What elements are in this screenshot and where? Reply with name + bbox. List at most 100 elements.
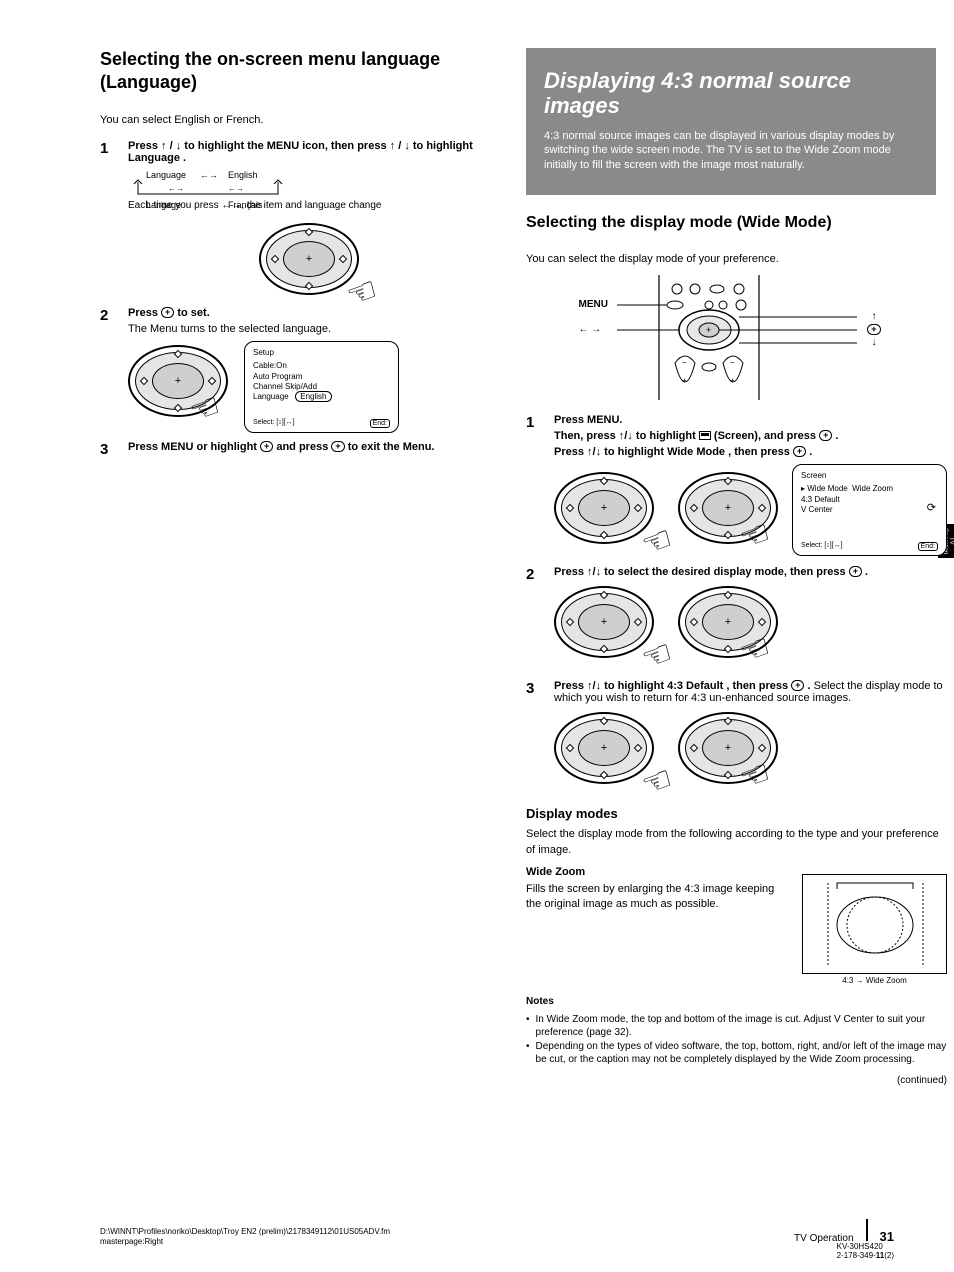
t: Wide Mode <box>667 446 725 458</box>
feature-title: Displaying 4:3 normal source images <box>544 68 918 119</box>
t: to select the desired display mode, then… <box>604 566 849 578</box>
t: . <box>835 430 838 442</box>
t: Press <box>128 307 161 319</box>
tv-item: 4:3 Default <box>801 495 938 505</box>
remote-oval: + ☜ <box>554 472 654 544</box>
remote-oval: + ☜ <box>678 472 778 544</box>
t: and press <box>276 441 331 453</box>
remote-diagram: + − + − + MENU ← → <box>617 275 857 400</box>
t: / <box>398 140 401 152</box>
tv-preview: Setup Cable:On Auto Program Channel Skip… <box>244 341 399 433</box>
svg-text:+: + <box>682 376 687 385</box>
t: . <box>808 680 811 692</box>
feature-body: 4:3 normal source images can be displaye… <box>544 129 918 174</box>
masterpage: masterpage:Right <box>100 1237 163 1246</box>
t: Press <box>554 446 587 458</box>
arrow-up-icon: ↑ <box>587 680 593 692</box>
label-plus: + <box>867 324 880 336</box>
left-step2-num: 2 <box>100 307 118 324</box>
tv-footer-right: End: <box>370 419 390 428</box>
screen-icon <box>699 431 711 440</box>
svg-text:+: + <box>730 376 735 385</box>
svg-text:Français: Français <box>228 200 263 210</box>
left-title: Selecting the on-screen menu language (L… <box>100 48 490 95</box>
remote-oval: + ☜ <box>128 345 228 417</box>
left-step1-num: 1 <box>100 140 118 157</box>
arrow-down-icon: ↓ <box>627 430 633 442</box>
svg-text:−: − <box>682 358 687 367</box>
feature-box: Displaying 4:3 normal source images 4:3 … <box>526 48 936 195</box>
left-intro: You can select English or French. <box>100 113 490 128</box>
svg-text:←→: ←→ <box>228 184 244 193</box>
arrow-up-icon: ↑ <box>390 140 396 152</box>
remote-oval: + ☜ <box>678 712 778 784</box>
t: to highlight <box>413 140 473 152</box>
svg-text:←→: ←→ <box>200 170 218 180</box>
plus-icon: + <box>161 307 174 318</box>
tv-preview: Screen ▸ Wide Mode Wide Zoom 4:3 Default… <box>792 464 947 556</box>
svg-text:−: − <box>730 358 735 367</box>
arrow-down-icon: ↓ <box>176 140 182 152</box>
wide-zoom-body: Fills the screen by enlarging the 4:3 im… <box>526 882 782 913</box>
t: Press MENU. <box>554 414 622 426</box>
arrow-down-icon: ↓ <box>596 680 602 692</box>
t: Language <box>128 152 180 164</box>
notes-title: Notes <box>526 995 947 1009</box>
aspect-4-3: 4:3 <box>842 976 853 985</box>
arrow-down-icon: ↓ <box>596 446 602 458</box>
modes-title: Display modes <box>526 806 947 821</box>
remote-oval: + ☜ <box>678 586 778 658</box>
right-subtitle: Selecting the display mode (Wide Mode) <box>526 213 947 234</box>
t: , then press <box>728 446 793 458</box>
plus-icon: + <box>791 680 804 691</box>
page-footer: TV Operation 31 <box>794 1219 894 1244</box>
t: / <box>170 140 173 152</box>
plus-icon: + <box>331 441 344 452</box>
wide-zoom-title: Wide Zoom <box>526 866 782 878</box>
t: to highlight <box>636 430 699 442</box>
t: 4:3 Default <box>667 680 723 692</box>
tv-item: Auto Program <box>253 372 390 382</box>
r-step1-num: 1 <box>526 414 544 431</box>
t: Press <box>554 566 587 578</box>
t: . <box>809 446 812 458</box>
plus-icon: + <box>260 441 273 452</box>
arrow-up-icon: ↑ <box>161 140 167 152</box>
arrow-down-icon: ↓ <box>596 566 602 578</box>
label-down: ↓ <box>872 337 877 348</box>
t: to highlight <box>604 680 667 692</box>
arrow-up-icon: ↑ <box>587 446 593 458</box>
svg-text:Language: Language <box>146 170 186 180</box>
label-arrows: ← → <box>579 324 602 335</box>
label-menu: MENU <box>579 299 608 310</box>
t: to highlight <box>604 446 667 458</box>
arrow-down-icon: ↓ <box>404 140 410 152</box>
svg-text:←→: ←→ <box>168 184 184 193</box>
plus-icon: + <box>819 430 832 441</box>
arrow-up-icon: ↑ <box>587 566 593 578</box>
tv-item: ▸ Wide Mode Wide Zoom <box>801 484 938 494</box>
t: to highlight the MENU icon, then press <box>184 140 389 152</box>
note-item: Depending on the types of video software… <box>526 1040 947 1067</box>
back-icon: ⟳ <box>927 501 936 514</box>
footer-meta: KV-30HS420 2-178-349-11(2) <box>837 1242 894 1260</box>
label-up: ↑ <box>872 311 877 322</box>
svg-text:Langage: Langage <box>146 200 181 210</box>
r-step3-num: 3 <box>526 680 544 697</box>
t: Then, press <box>554 430 619 442</box>
aspect-diagram <box>802 874 947 974</box>
language-toggle-diagram: Language ←→ English ←→ ←→ Langage França… <box>128 168 490 190</box>
modes-body: Select the display mode from the followi… <box>526 827 947 858</box>
t: Press <box>128 140 161 152</box>
continued: (continued) <box>526 1075 947 1086</box>
tv-item: Cable:On <box>253 361 390 371</box>
t: . <box>183 152 186 164</box>
plus-icon: + <box>849 566 862 577</box>
remote-oval: + ☜ <box>259 223 359 295</box>
svg-text:English: English <box>228 170 258 180</box>
tv-footer-left: Select: [↕][↔] <box>801 542 843 551</box>
svg-text:+: + <box>706 325 711 335</box>
left-step3-num: 3 <box>100 441 118 458</box>
r-step2-num: 2 <box>526 566 544 583</box>
t: to set. <box>177 307 209 319</box>
